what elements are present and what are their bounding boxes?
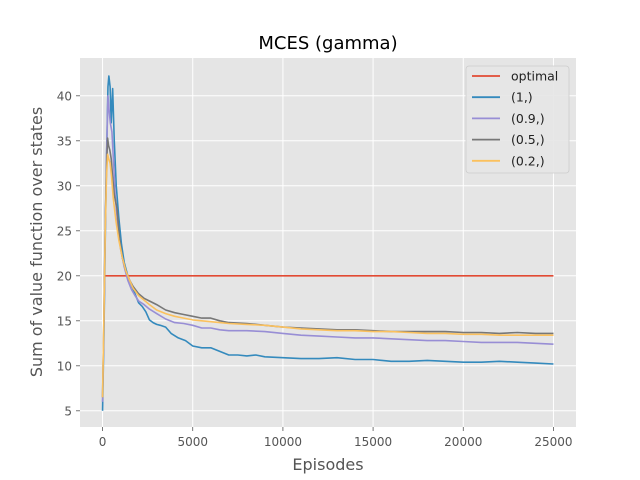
x-axis-label: Episodes	[292, 455, 363, 474]
legend-box	[465, 65, 570, 174]
legend-label-0-2: (0.2,)	[511, 153, 545, 168]
series-line-0-5	[101, 137, 554, 398]
y-tick-label: 10	[57, 359, 72, 373]
y-tick-label: 35	[57, 134, 72, 148]
legend-label-0-5: (0.5,)	[511, 132, 545, 147]
series-line-0-9	[101, 95, 554, 402]
x-tick-label: 5000	[177, 435, 208, 449]
x-tick-label: 15000	[354, 435, 392, 449]
legend-label-1: (1,)	[511, 90, 533, 105]
x-tick-label: 10000	[264, 435, 302, 449]
y-tick-labels: 5 10 15 20 25 30 35 40	[57, 89, 80, 418]
legend-label-0-9: (0.9,)	[511, 111, 545, 126]
y-tick-label: 30	[57, 179, 72, 193]
legend-items: optimal (1,) (0.9,) (0.5,) (0.2,)	[472, 69, 558, 168]
x-tick-label: 25000	[534, 435, 572, 449]
x-tick-label: 20000	[444, 435, 482, 449]
x-tick-labels: 0 5000 10000 15000 20000 25000	[99, 427, 573, 449]
y-tick-label: 40	[57, 89, 72, 103]
y-axis-label: Sum of value function over states	[27, 107, 46, 377]
y-tick-label: 20	[57, 269, 72, 283]
series-line-0-2	[101, 153, 554, 398]
y-tick-label: 25	[57, 224, 72, 238]
series-line-1	[101, 75, 554, 411]
series-lines	[101, 75, 554, 411]
y-tick-label: 5	[64, 404, 72, 418]
legend-label-optimal: optimal	[511, 69, 558, 84]
x-tick-label: 0	[99, 435, 107, 449]
legend: optimal (1,) (0.9,) (0.5,) (0.2,)	[465, 65, 570, 174]
y-tick-label: 15	[57, 314, 72, 328]
chart-title: MCES (gamma)	[258, 33, 397, 54]
